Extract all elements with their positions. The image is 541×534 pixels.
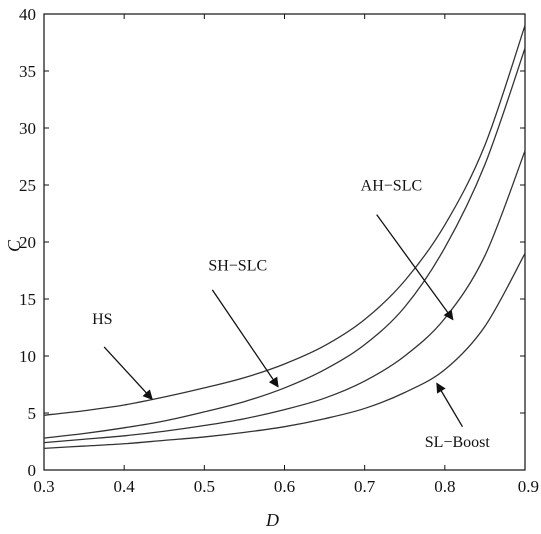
x-tick-label: 0.6 (274, 477, 295, 496)
annotation-arrow-sh-slc (211, 289, 279, 388)
annotation-arrow-hs (103, 346, 153, 401)
y-tick-label: 40 (19, 5, 36, 24)
annotation-label-sl-boost: SL−Boost (425, 434, 491, 451)
annotation-label-sh-slc: SH−SLC (208, 258, 267, 275)
y-tick-label: 5 (28, 404, 37, 423)
series-line-hs (43, 25, 526, 416)
x-axis-label: D (265, 510, 279, 530)
y-tick-label: 15 (19, 290, 36, 309)
x-tick-label: 0.4 (114, 477, 136, 496)
y-tick-label: 0 (28, 461, 37, 480)
y-axis-label: C (4, 239, 24, 252)
plot-area: 0.3 0.4 0.5 0.6 0.7 0.8 0.9 0 5 10 15 20 25 30 35 40 (19, 5, 539, 496)
plot-frame (43, 13, 526, 471)
y-tick-label: 10 (19, 347, 36, 366)
annotation-label-hs: HS (92, 311, 112, 328)
x-tick-label: 0.9 (518, 477, 539, 496)
x-tick-label: 0.3 (33, 477, 54, 496)
y-tick-label: 30 (19, 119, 36, 138)
x-tick-label: 0.5 (194, 477, 215, 496)
annotation-layer: HS SH−SLC AH−SLC SL−Boost (92, 178, 490, 452)
y-tick-label: 20 (19, 233, 36, 252)
series-layer (43, 25, 526, 449)
annotation-arrow-ah-slc (376, 214, 454, 321)
x-tick-label: 0.8 (434, 477, 455, 496)
annotation-arrow-sl-boost (436, 382, 464, 428)
series-line-ah-slc (43, 150, 526, 444)
series-line-sh-slc (43, 47, 526, 439)
y-tick-label: 35 (19, 62, 36, 81)
annotation-label-ah-slc: AH−SLC (361, 178, 422, 195)
series-line-sl-boost (43, 253, 526, 449)
x-tick-label: 0.7 (354, 477, 376, 496)
y-tick-label: 25 (19, 176, 36, 195)
